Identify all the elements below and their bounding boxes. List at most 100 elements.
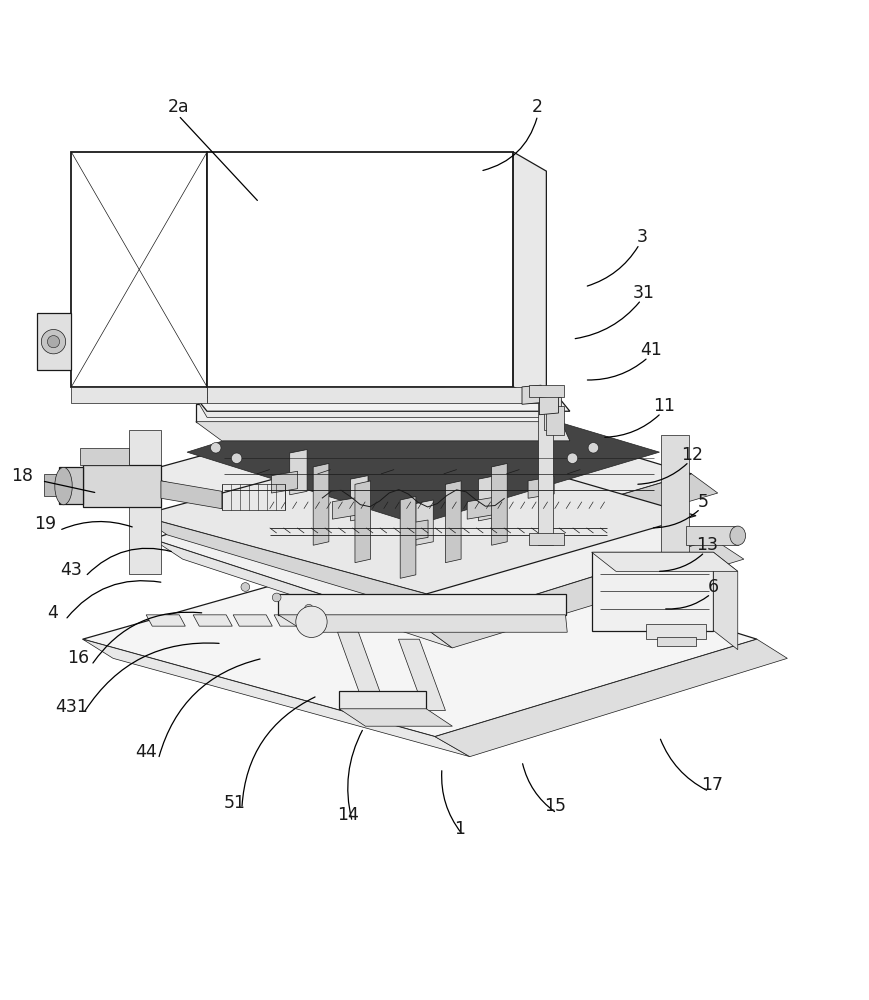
Text: 5: 5 xyxy=(697,493,707,511)
Polygon shape xyxy=(685,526,737,545)
Polygon shape xyxy=(311,615,350,626)
Polygon shape xyxy=(289,450,307,495)
Polygon shape xyxy=(135,394,691,552)
Text: 41: 41 xyxy=(639,341,661,359)
Text: 44: 44 xyxy=(136,743,157,761)
Polygon shape xyxy=(83,639,469,757)
Polygon shape xyxy=(71,387,207,403)
Polygon shape xyxy=(521,385,541,404)
Text: 4: 4 xyxy=(47,604,57,622)
Polygon shape xyxy=(196,404,561,422)
Polygon shape xyxy=(491,463,507,545)
Polygon shape xyxy=(139,516,428,613)
Ellipse shape xyxy=(55,467,72,505)
Circle shape xyxy=(241,583,249,591)
Polygon shape xyxy=(196,397,569,411)
Text: 51: 51 xyxy=(223,794,246,812)
Polygon shape xyxy=(71,152,207,387)
Circle shape xyxy=(47,336,59,348)
Polygon shape xyxy=(207,152,513,387)
Text: 43: 43 xyxy=(60,561,83,579)
Polygon shape xyxy=(478,476,495,521)
Polygon shape xyxy=(426,474,717,571)
Polygon shape xyxy=(337,632,384,704)
Polygon shape xyxy=(543,397,561,430)
Polygon shape xyxy=(207,387,546,403)
Circle shape xyxy=(295,606,327,637)
Polygon shape xyxy=(656,637,695,646)
Polygon shape xyxy=(660,435,688,574)
Text: 1: 1 xyxy=(454,820,464,838)
Polygon shape xyxy=(537,391,553,545)
Text: 6: 6 xyxy=(707,578,718,596)
Circle shape xyxy=(231,453,242,463)
Polygon shape xyxy=(80,448,129,465)
Polygon shape xyxy=(546,406,563,435)
Polygon shape xyxy=(83,539,756,737)
Polygon shape xyxy=(313,463,328,545)
Polygon shape xyxy=(196,422,569,441)
Polygon shape xyxy=(591,552,713,631)
Polygon shape xyxy=(233,615,272,626)
Polygon shape xyxy=(198,403,563,417)
Polygon shape xyxy=(355,481,370,563)
Circle shape xyxy=(304,604,313,613)
Polygon shape xyxy=(513,152,546,403)
Text: 13: 13 xyxy=(695,536,718,554)
Polygon shape xyxy=(467,497,493,519)
Text: 3: 3 xyxy=(636,228,647,246)
Text: 2a: 2a xyxy=(168,98,189,116)
Polygon shape xyxy=(426,539,743,648)
Polygon shape xyxy=(528,533,563,545)
Text: 15: 15 xyxy=(543,797,566,815)
Polygon shape xyxy=(350,476,368,521)
Polygon shape xyxy=(193,615,232,626)
Text: 19: 19 xyxy=(34,515,56,533)
Polygon shape xyxy=(139,437,695,594)
Polygon shape xyxy=(332,497,358,519)
Polygon shape xyxy=(539,396,558,415)
Polygon shape xyxy=(527,477,554,498)
Polygon shape xyxy=(43,474,59,496)
Polygon shape xyxy=(59,467,83,504)
Text: 2: 2 xyxy=(532,98,542,116)
Polygon shape xyxy=(713,552,737,650)
Polygon shape xyxy=(271,471,297,493)
Polygon shape xyxy=(434,639,786,757)
Circle shape xyxy=(567,453,577,463)
Text: 14: 14 xyxy=(336,806,359,824)
Polygon shape xyxy=(339,709,452,726)
Polygon shape xyxy=(146,615,185,626)
Circle shape xyxy=(272,593,281,602)
Polygon shape xyxy=(187,380,659,524)
Polygon shape xyxy=(400,497,415,578)
Polygon shape xyxy=(278,594,565,615)
Polygon shape xyxy=(36,313,71,369)
Polygon shape xyxy=(129,430,161,574)
Text: 18: 18 xyxy=(10,467,33,485)
Polygon shape xyxy=(274,615,313,626)
Polygon shape xyxy=(135,474,426,571)
Text: 12: 12 xyxy=(680,446,702,464)
Polygon shape xyxy=(445,481,461,563)
Circle shape xyxy=(42,329,66,354)
Text: 16: 16 xyxy=(67,649,90,667)
Text: 17: 17 xyxy=(700,776,722,794)
Polygon shape xyxy=(278,615,567,632)
Polygon shape xyxy=(339,691,426,709)
Circle shape xyxy=(587,443,598,453)
Ellipse shape xyxy=(729,526,745,545)
Text: 31: 31 xyxy=(632,284,654,302)
Polygon shape xyxy=(207,152,513,171)
Polygon shape xyxy=(398,639,445,711)
Polygon shape xyxy=(152,539,452,648)
Polygon shape xyxy=(401,520,428,542)
Polygon shape xyxy=(645,624,706,639)
Text: 11: 11 xyxy=(652,397,674,415)
Polygon shape xyxy=(415,500,433,545)
Polygon shape xyxy=(528,385,563,397)
Text: 431: 431 xyxy=(55,698,88,716)
Polygon shape xyxy=(152,448,713,629)
Polygon shape xyxy=(161,481,222,509)
Polygon shape xyxy=(591,552,737,571)
